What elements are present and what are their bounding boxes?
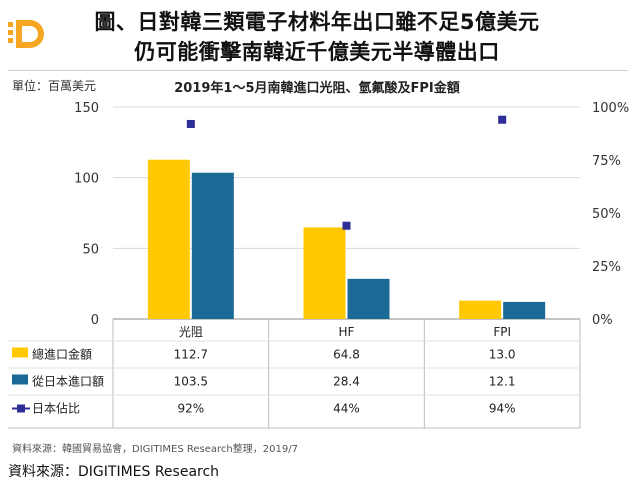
bar-japan	[503, 301, 546, 319]
footer-source: 資料來源：DIGITIMES Research	[8, 464, 220, 480]
data-label: 12.1	[489, 375, 516, 389]
y2-tick-label: 25%	[592, 260, 621, 275]
legend-marker-key	[17, 404, 25, 413]
legend-label: 總進口金額	[32, 347, 92, 362]
y2-tick-label: 100%	[592, 101, 629, 116]
y2-tick-label: 75%	[592, 154, 621, 169]
y-tick-label: 50	[82, 242, 99, 257]
category-label: FPI	[493, 325, 511, 339]
category-label: 光阻	[179, 325, 203, 339]
chart-title: 2019年1～5月南韓進口光阻、氫氟酸及FPI金額	[174, 81, 460, 96]
data-label: 44%	[333, 402, 360, 416]
category-label: HF	[339, 325, 355, 339]
legend-label: 從日本進口額	[32, 375, 104, 389]
page-title: 圖、日對韓三類電子材料年出口雖不足5億美元	[94, 10, 540, 34]
y-tick-label: 150	[74, 101, 99, 116]
y-tick-label: 0	[91, 313, 99, 328]
bar-japan	[347, 278, 390, 319]
share-marker	[498, 115, 507, 124]
share-marker	[186, 119, 195, 128]
unit-label: 單位：百萬美元	[12, 79, 97, 93]
data-label: 103.5	[174, 375, 208, 389]
y2-tick-label: 50%	[592, 207, 621, 222]
header-divider	[8, 70, 628, 71]
share-marker	[342, 221, 351, 230]
data-label: 28.4	[333, 375, 360, 389]
bar-total	[459, 300, 502, 319]
data-label: 92%	[177, 402, 204, 416]
legend-label: 日本佔比	[32, 402, 80, 416]
data-label: 13.0	[489, 348, 516, 362]
bar-japan	[191, 172, 234, 319]
y-tick-label: 100	[74, 172, 99, 187]
legend-swatch	[12, 347, 28, 358]
data-label: 94%	[489, 402, 516, 416]
page-subtitle: 仍可能衝擊南韓近千億美元半導體出口	[134, 40, 500, 64]
bar-total	[147, 159, 190, 319]
brand-logo-icon	[8, 20, 44, 48]
bar-total	[303, 227, 346, 319]
source-note: 資料來源：韓國貿易協會，DIGITIMES Research整理，2019/7	[12, 444, 298, 455]
legend-swatch	[12, 374, 28, 385]
data-label: 64.8	[333, 348, 360, 362]
y2-tick-label: 0%	[592, 313, 613, 328]
data-label: 112.7	[174, 348, 208, 362]
